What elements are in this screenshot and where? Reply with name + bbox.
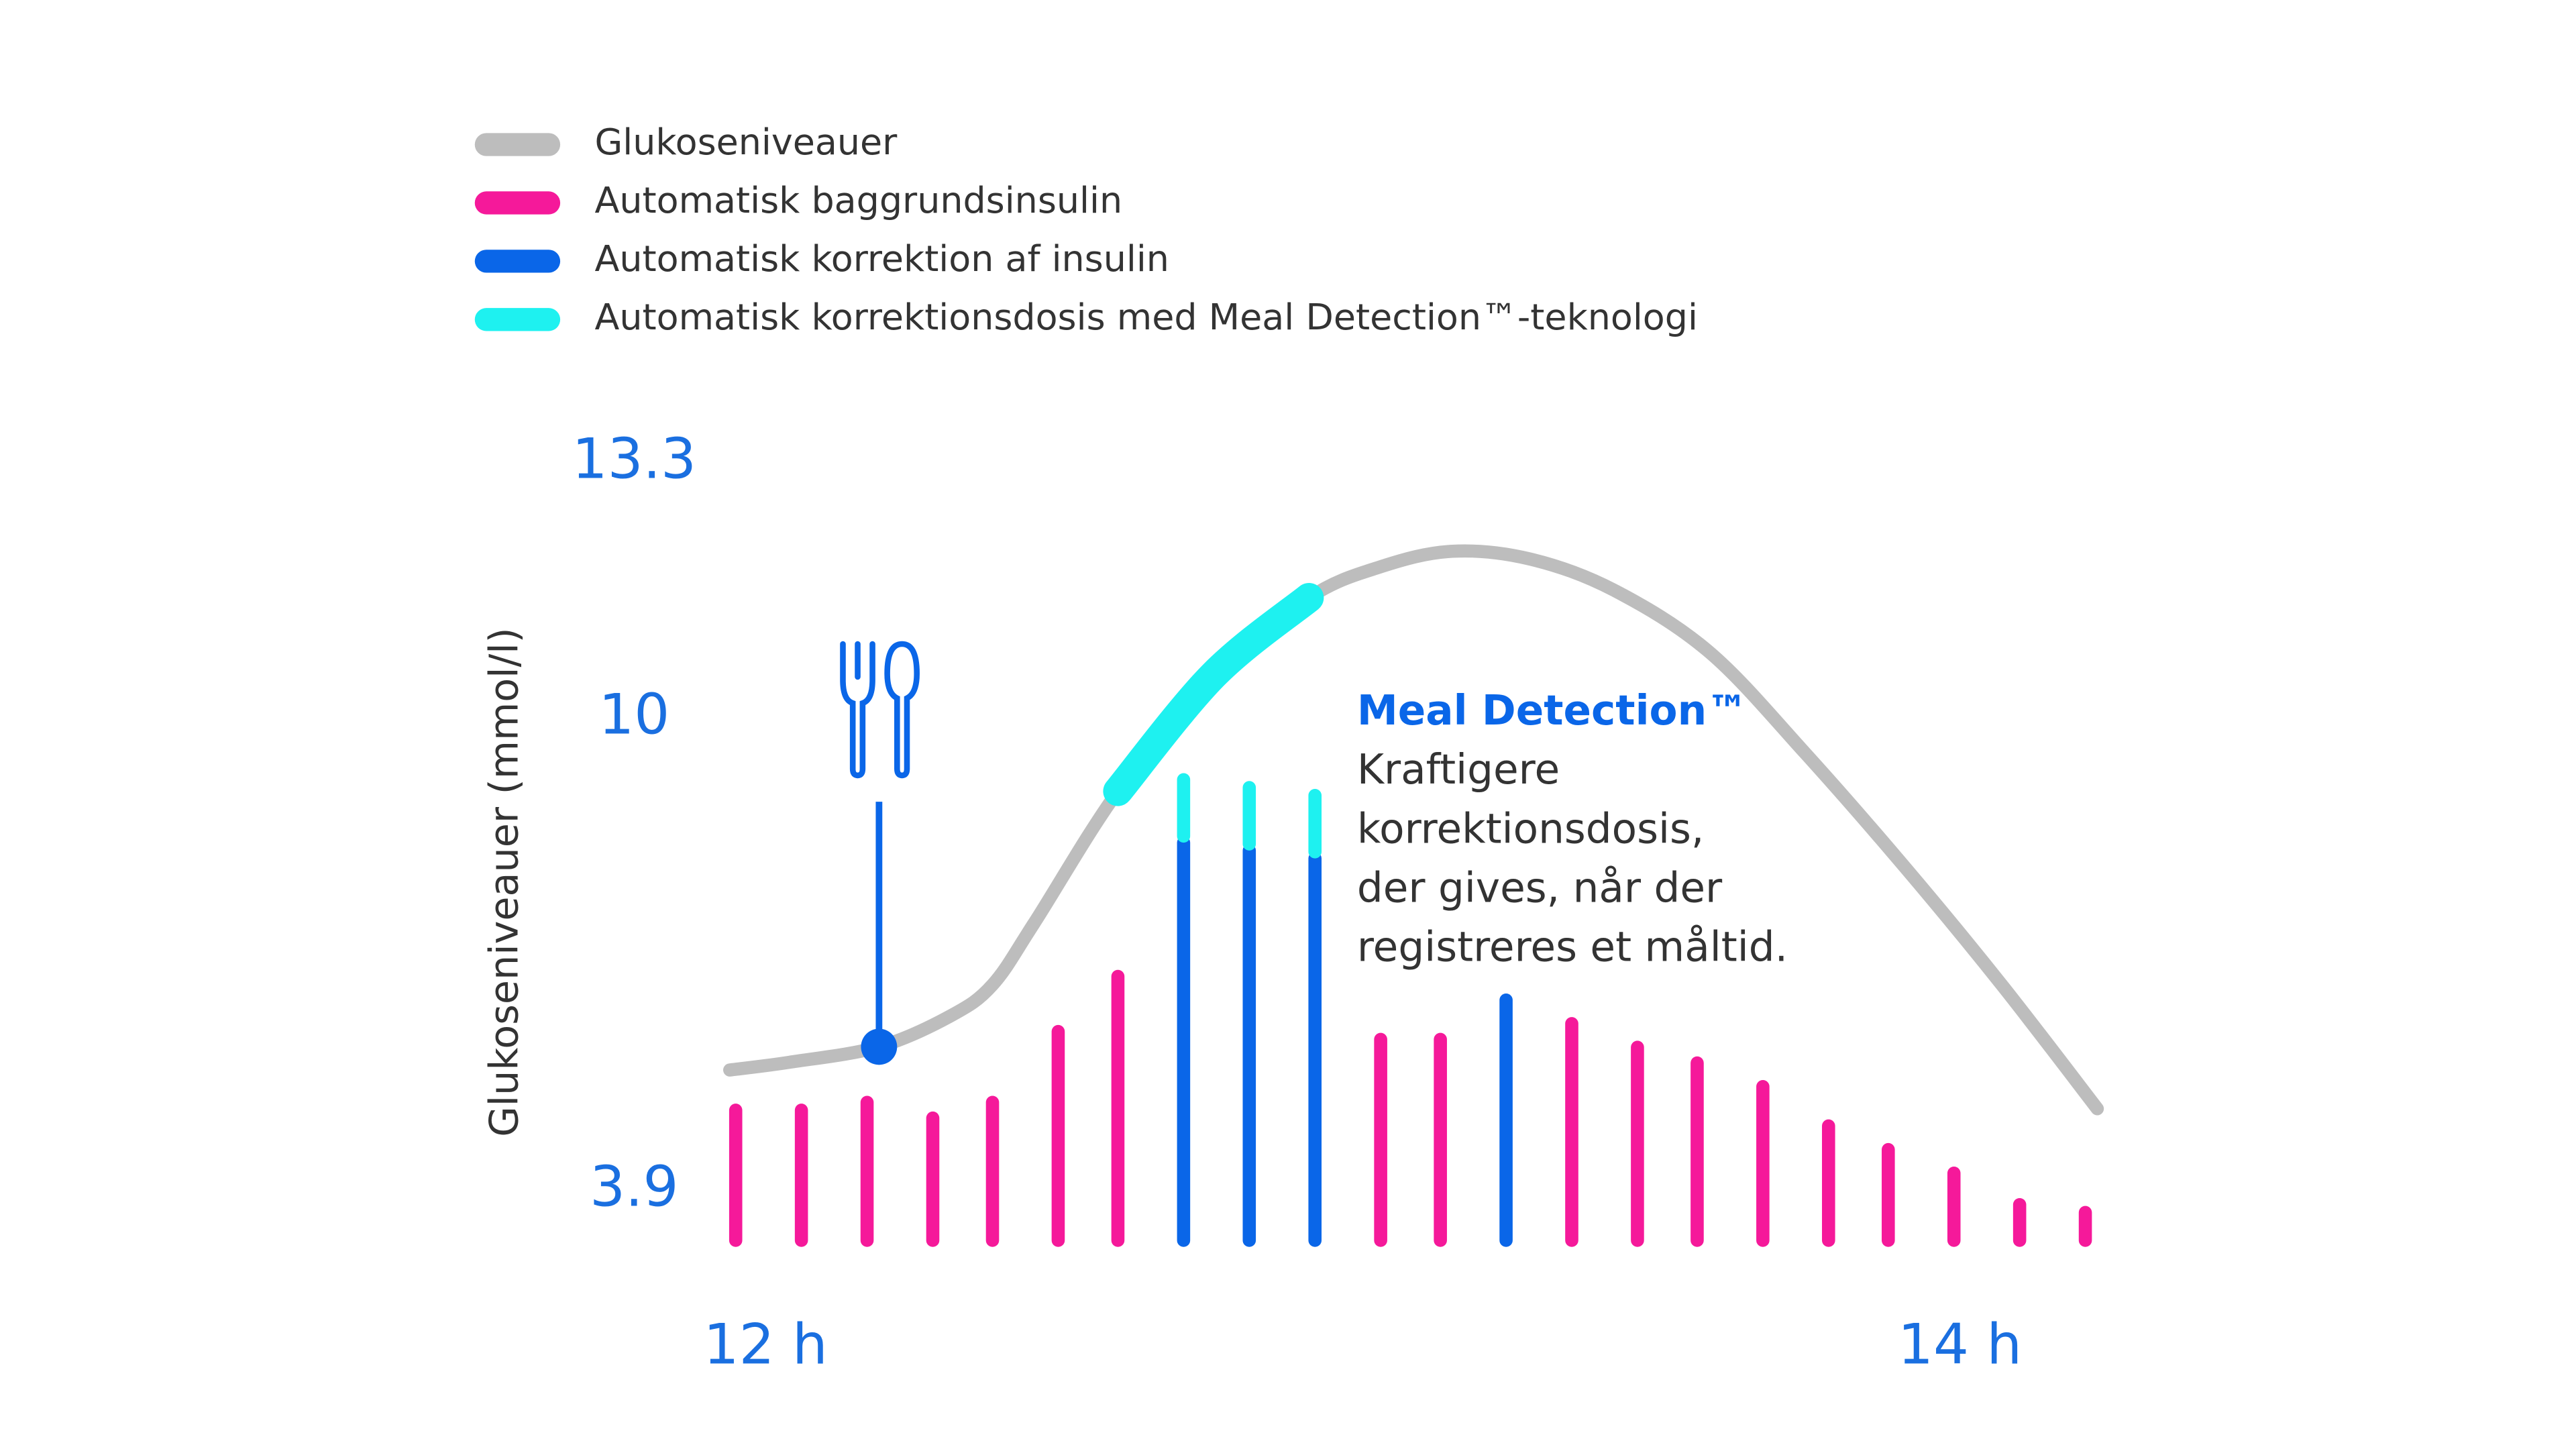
- y-tick-label: 13.3: [572, 427, 696, 492]
- annotation-title: Meal Detection™: [1357, 687, 1748, 735]
- meal-point: [861, 1028, 898, 1065]
- fork-icon: [840, 641, 875, 779]
- legend-label: Automatisk korrektionsdosis med Meal Det…: [595, 296, 1698, 338]
- annotation-line: der gives, når der: [1357, 864, 1723, 912]
- x-tick-label: 14 h: [1898, 1312, 2022, 1377]
- legend-label: Automatisk korrektion af insulin: [595, 237, 1169, 280]
- legend-label: Glukoseniveauer: [595, 121, 898, 163]
- line: [723, 544, 2104, 1116]
- x-tick-label: 12 h: [704, 1312, 828, 1377]
- y-axis-label: Glukoseniveauer (mmol/l): [480, 627, 527, 1136]
- legend-label: Automatisk baggrundsinsulin: [595, 179, 1123, 221]
- annotation-line: Kraftigere: [1357, 746, 1560, 794]
- spoon-icon: [884, 641, 920, 779]
- y-tick-label: 10: [598, 682, 669, 747]
- annotation-line: korrektionsdosis,: [1357, 805, 1705, 853]
- annotation: Kraftigere korrektionsdosis, der gives, nå…: [1357, 746, 1788, 971]
- annotation-line: registreres et måltid.: [1357, 924, 1788, 971]
- y-tick-label: 3.9: [590, 1155, 678, 1220]
- meal-detection-highlight: [1103, 582, 1324, 806]
